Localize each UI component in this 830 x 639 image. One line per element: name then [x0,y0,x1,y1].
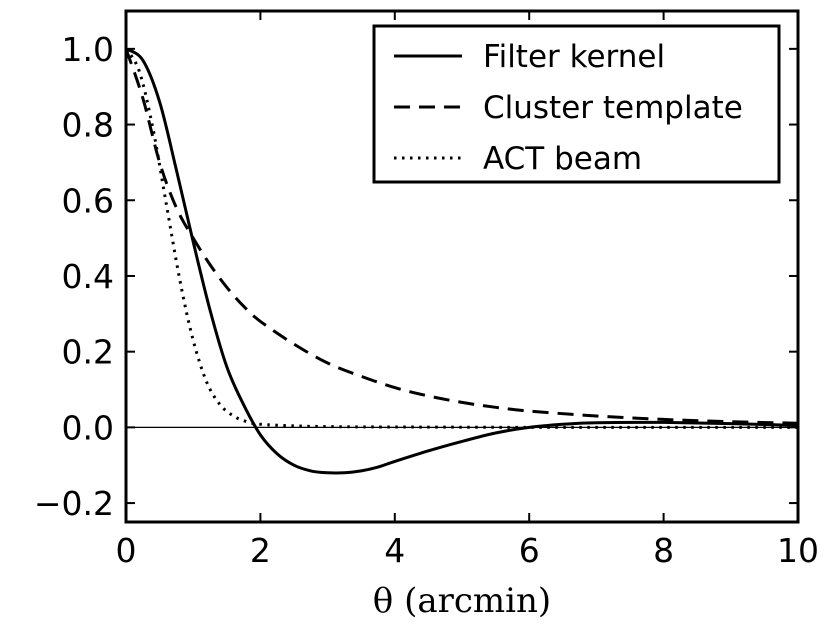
tick-layer: 0 2 4 6 8 10 −0.2 0.0 0.2 0.4 0.6 0.8 1.0 [34,11,819,570]
y-tick-label: −0.2 [34,484,114,523]
y-tick-label: 1.0 [62,30,114,69]
legend-label-act-beam: ACT beam [483,141,642,177]
series-line-cluster-template [126,48,798,425]
x-tick-label: 6 [519,531,540,570]
plot-frame [124,9,800,524]
x-tick-label: 0 [116,531,137,570]
x-tick-label: 4 [384,531,405,570]
y-tick-label: 0.8 [62,106,114,145]
legend: Filter kernel Cluster template ACT beam [372,24,781,184]
y-tick-label: 0.2 [62,333,114,372]
x-tick-label: 10 [777,531,819,570]
series-layer [126,47,798,475]
legend-label-cluster-template: Cluster template [483,90,743,126]
x-axis-label: θ (arcmin) [373,581,551,621]
legend-box [372,24,781,184]
legend-label-filter-kernel: Filter kernel [483,39,665,75]
series-line-act-beam [126,48,798,429]
y-tick-label: 0.6 [62,181,114,220]
series-line-filter-kernel [126,47,798,475]
x-tick-label: 8 [653,531,674,570]
y-tick-label: 0.0 [62,408,114,447]
x-tick-label: 2 [250,531,271,570]
y-tick-label: 0.4 [62,257,114,296]
